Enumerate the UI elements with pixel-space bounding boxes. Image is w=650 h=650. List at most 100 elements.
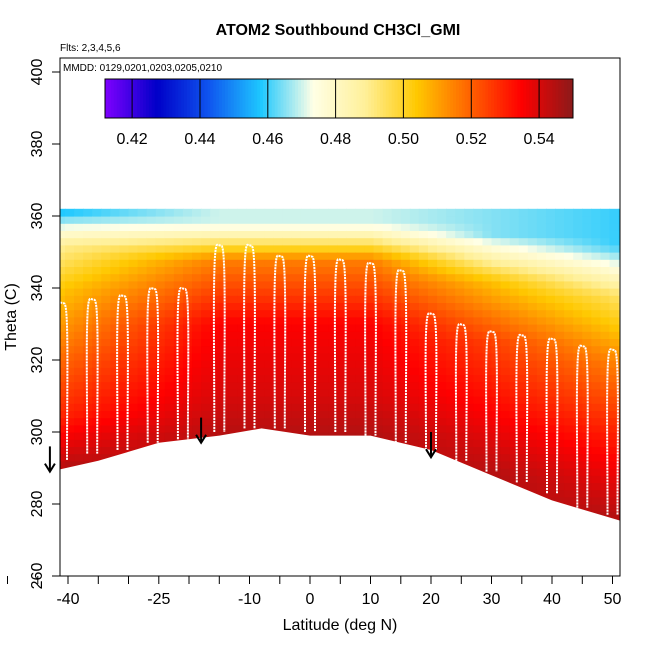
heatmap-cell-2538 xyxy=(536,309,547,318)
heatmap-cell-1763 xyxy=(346,295,356,303)
heatmap-cell-1264 xyxy=(210,324,220,332)
heatmap-cell-1898 xyxy=(382,288,393,296)
heatmap-cell-1039 xyxy=(146,230,157,239)
colorbar-segment-19 xyxy=(160,79,164,118)
heatmap-cell-1605 xyxy=(300,244,311,253)
heatmap-cell-2719 xyxy=(573,244,583,253)
colorbar-segment-140 xyxy=(514,79,518,118)
heatmap-cell-2297 xyxy=(482,295,493,303)
heatmap-cell-695 xyxy=(64,352,75,361)
heatmap-cell-1067 xyxy=(155,273,166,282)
heatmap-cell-849 xyxy=(101,316,111,325)
heatmap-cell-548 xyxy=(29,302,39,310)
heatmap-cell-833 xyxy=(101,432,111,440)
heatmap-cell-1519 xyxy=(282,388,293,397)
heatmap-cell-1878 xyxy=(382,432,393,440)
colorbar-segment-34 xyxy=(204,79,208,118)
heatmap-cell-2388 xyxy=(500,208,511,217)
heatmap-cell-2608 xyxy=(555,417,565,426)
heatmap-cell-1905 xyxy=(382,237,393,246)
heatmap-cell-387 xyxy=(0,295,2,303)
heatmap-cell-2975 xyxy=(628,338,638,346)
heatmap-cell-905 xyxy=(119,432,130,440)
heatmap-cell-1492 xyxy=(273,345,284,354)
heatmap-cell-1869 xyxy=(373,252,384,260)
colorbar-segment-82 xyxy=(344,79,349,118)
heatmap-cell-2581 xyxy=(545,302,556,311)
heatmap-cell-1999 xyxy=(409,309,420,318)
heatmap-cell-1971 xyxy=(400,259,411,267)
heatmap-cell-719 xyxy=(74,453,84,462)
heatmap-cell-2034 xyxy=(418,309,429,318)
heatmap-cell-808 xyxy=(92,345,102,354)
heatmap-cell-1956 xyxy=(400,367,411,375)
heatmap-cell-507 xyxy=(20,310,30,318)
heatmap-cell-1106 xyxy=(164,237,175,246)
heatmap-cell-1745 xyxy=(346,424,356,433)
heatmap-cell-2965 xyxy=(628,410,638,418)
heatmap-cell-954 xyxy=(128,338,139,347)
heatmap-cell-3036 xyxy=(637,230,647,238)
heatmap-cell-3052 xyxy=(646,454,650,462)
heatmap-cell-2454 xyxy=(518,316,529,325)
heatmap-cell-1231 xyxy=(201,316,211,325)
heatmap-cell-1925 xyxy=(391,338,402,347)
heatmap-cell-389 xyxy=(0,281,2,289)
heatmap-cell-2662 xyxy=(564,338,574,347)
heatmap-cell-1040 xyxy=(146,223,157,231)
heatmap-cell-2473 xyxy=(527,475,538,483)
heatmap-cell-1765 xyxy=(346,280,356,289)
heatmap-cell-1280 xyxy=(210,208,220,217)
heatmap-cell-1115 xyxy=(173,417,184,426)
heatmap-cell-2443 xyxy=(518,396,529,404)
heatmap-cell-1047 xyxy=(155,417,166,426)
heatmap-cell-1341 xyxy=(228,244,238,253)
heatmap-cell-684 xyxy=(64,432,75,440)
heatmap-cell-1692 xyxy=(328,331,338,339)
heatmap-cell-1654 xyxy=(319,367,329,375)
heatmap-cell-1411 xyxy=(246,216,257,224)
heatmap-cell-2897 xyxy=(609,244,620,253)
heatmap-cell-2496 xyxy=(527,309,538,318)
colorbar-segment-112 xyxy=(432,79,437,118)
heatmap-cell-1973 xyxy=(400,244,411,253)
colorbar-segment-150 xyxy=(543,79,548,118)
heatmap-cell-1296 xyxy=(219,331,229,339)
heatmap-cell-2537 xyxy=(536,316,547,325)
heatmap-cell-397 xyxy=(0,223,2,231)
heatmap-cell-2736 xyxy=(582,439,592,447)
heatmap-cell-1423 xyxy=(255,367,266,375)
heatmap-cell-624 xyxy=(47,317,57,325)
heatmap-cell-2205 xyxy=(464,403,474,411)
heatmap-cell-1419 xyxy=(255,396,266,404)
heatmap-cell-1723 xyxy=(337,345,347,354)
heatmap-cell-1746 xyxy=(346,417,356,426)
heatmap-cell-2603 xyxy=(555,453,565,462)
heatmap-cell-756 xyxy=(83,453,93,462)
heatmap-cell-1648 xyxy=(319,410,329,419)
colorbar-segment-103 xyxy=(406,79,410,118)
heatmap-cell-1941 xyxy=(391,223,402,231)
heatmap-cell-1453 xyxy=(264,388,275,397)
heatmap-cell-1847 xyxy=(373,410,384,419)
heatmap-cell-976 xyxy=(137,432,148,440)
heatmap-cell-1978 xyxy=(400,208,411,217)
heatmap-cell-2609 xyxy=(555,410,565,419)
heatmap-cell-2588 xyxy=(545,252,556,260)
heatmap-cell-2071 xyxy=(427,302,438,311)
heatmap-cell-1659 xyxy=(319,331,329,339)
heatmap-cell-1199 xyxy=(192,302,202,311)
heatmap-cell-1088 xyxy=(164,367,175,375)
heatmap-cell-2811 xyxy=(591,216,601,224)
heatmap-cell-987 xyxy=(137,352,148,361)
heatmap-cell-706 xyxy=(64,273,75,282)
heatmap-cell-2138 xyxy=(446,345,456,354)
colorbar-segment-66 xyxy=(298,79,302,118)
heatmap-cell-2673 xyxy=(564,259,574,267)
heatmap-cell-1805 xyxy=(355,230,366,239)
heatmap-cell-1991 xyxy=(409,367,420,375)
heatmap-cell-1821 xyxy=(364,352,375,361)
heatmap-cell-2778 xyxy=(591,453,601,462)
colorbar-segment-122 xyxy=(461,79,466,118)
heatmap-cell-698 xyxy=(64,331,75,339)
